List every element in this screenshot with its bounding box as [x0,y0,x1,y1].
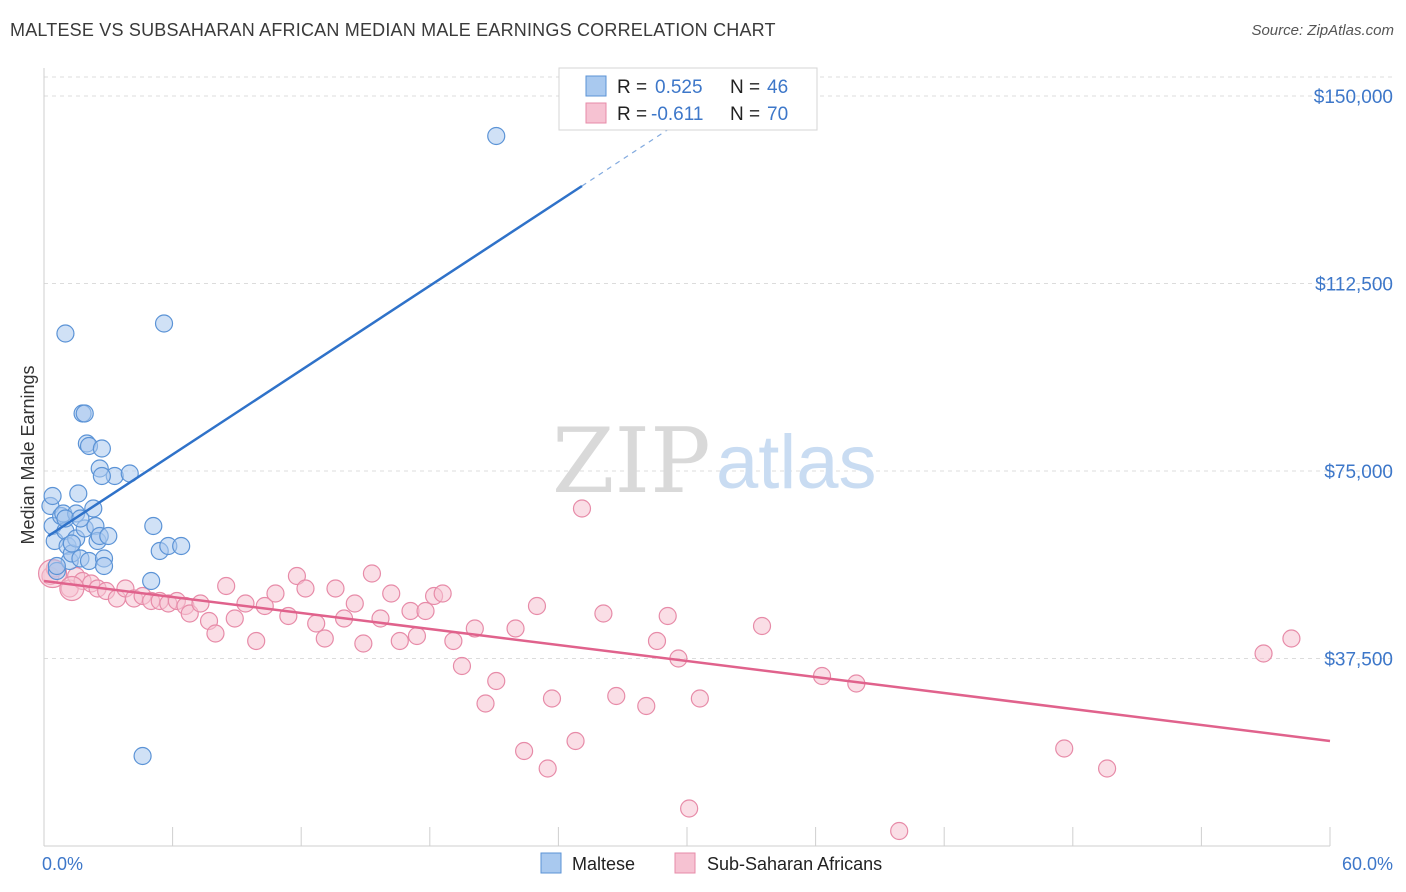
point-maltese [62,534,81,553]
point-subsaharan [680,799,699,818]
point-subsaharan [266,584,285,603]
bottom-legend-swatch-maltese [540,852,562,874]
point-subsaharan [433,584,452,603]
point-subsaharan [690,689,709,708]
point-maltese [172,536,191,556]
point-subsaharan [542,689,562,708]
point-subsaharan [390,631,409,651]
point-subsaharan [326,579,345,598]
bottom-legend-label-maltese: Maltese [572,854,635,874]
point-subsaharan [465,619,484,638]
point-subsaharan [572,499,592,518]
bottom-legend-label-subsaharan: Sub-Saharan Africans [707,854,882,874]
point-subsaharan [236,594,255,613]
point-subsaharan [637,696,656,716]
point-maltese [47,556,66,576]
point-subsaharan [1254,644,1273,663]
point-subsaharan [354,634,373,653]
point-subsaharan [382,584,401,603]
point-maltese [75,404,94,423]
y-axis-label: Median Male Earnings [18,365,38,544]
point-subsaharan [362,564,382,583]
point-maltese [142,571,161,591]
legend-n-label-subsaharan: N = [730,104,760,125]
point-subsaharan [890,821,909,841]
point-subsaharan [247,631,266,651]
point-subsaharan [315,629,334,648]
point-subsaharan [658,606,677,626]
legend-swatch-maltese [585,75,607,97]
point-subsaharan [191,594,210,613]
point-subsaharan [1282,629,1301,648]
point-subsaharan [287,566,307,586]
point-subsaharan-cluster [59,575,85,602]
y-tick-labels: $37,500 $75,000 $112,500 $150,000 [1314,87,1393,671]
series-legend: Maltese Sub-Saharan Africans [540,852,882,874]
bottom-legend-swatch-subsaharan [674,852,696,874]
point-maltese [79,551,99,571]
point-subsaharan [647,631,667,651]
point-subsaharan [225,609,244,628]
trend-line-subsaharan [43,579,1331,743]
point-subsaharan [444,631,463,651]
point-subsaharan [452,656,472,676]
point-subsaharan [1097,759,1117,778]
point-maltese [56,324,75,343]
point-maltese [133,746,152,766]
point-subsaharan [307,614,326,633]
point-maltese [154,314,174,333]
correlation-legend: R = 0.525 N = 46 R = -0.611 N = 70 [558,67,818,131]
point-maltese [69,484,88,503]
point-subsaharan [296,579,315,598]
watermark-atlas: atlas [716,420,877,505]
point-subsaharan [206,624,225,643]
chart-title: MALTESE VS SUBSAHARAN AFRICAN MEDIAN MAL… [10,20,776,40]
y-tick-label: $37,500 [1324,650,1393,671]
series-subsaharan-points [37,499,1301,841]
x-tick-label-max: 60.0% [1342,854,1393,874]
trend-line-maltese [47,184,583,538]
grid-lines [44,76,1392,659]
point-maltese [43,486,62,506]
legend-r-label-maltese: R = [617,77,647,98]
y-tick-label: $150,000 [1314,87,1393,108]
point-subsaharan [515,741,534,761]
legend-n-value-subsaharan: 70 [767,104,788,125]
source-label: Source: ZipAtlas.com [1251,22,1394,39]
legend-n-label-maltese: N = [730,77,760,98]
x-axis-ticks [43,827,1331,846]
point-maltese [94,556,114,576]
point-maltese [99,526,118,546]
point-maltese [92,466,111,486]
legend-swatch-subsaharan [585,102,607,124]
legend-r-value-subsaharan: -0.611 [651,104,703,125]
point-maltese [487,126,506,146]
point-subsaharan [538,759,557,778]
point-subsaharan [752,616,772,636]
point-subsaharan [407,626,427,646]
point-subsaharan [1055,739,1074,758]
point-subsaharan [594,604,613,623]
point-subsaharan [476,694,495,713]
y-tick-label: $75,000 [1324,462,1393,483]
point-subsaharan [345,594,364,613]
point-subsaharan [217,576,236,596]
point-subsaharan [566,731,585,751]
point-maltese [71,509,90,528]
point-maltese [144,516,163,536]
point-subsaharan [487,671,506,691]
x-tick-label-min: 0.0% [42,854,83,874]
y-tick-label: $112,500 [1315,275,1393,296]
point-maltese [92,439,111,458]
point-subsaharan [506,619,525,638]
point-subsaharan [527,596,547,616]
point-subsaharan [607,686,626,706]
legend-r-value-maltese: 0.525 [655,77,703,98]
series-maltese-points [41,126,506,766]
legend-r-label-subsaharan: R = [617,104,647,125]
legend-n-value-maltese: 46 [767,77,788,98]
point-subsaharan [416,601,435,621]
watermark-zip: ZIP [552,409,711,514]
